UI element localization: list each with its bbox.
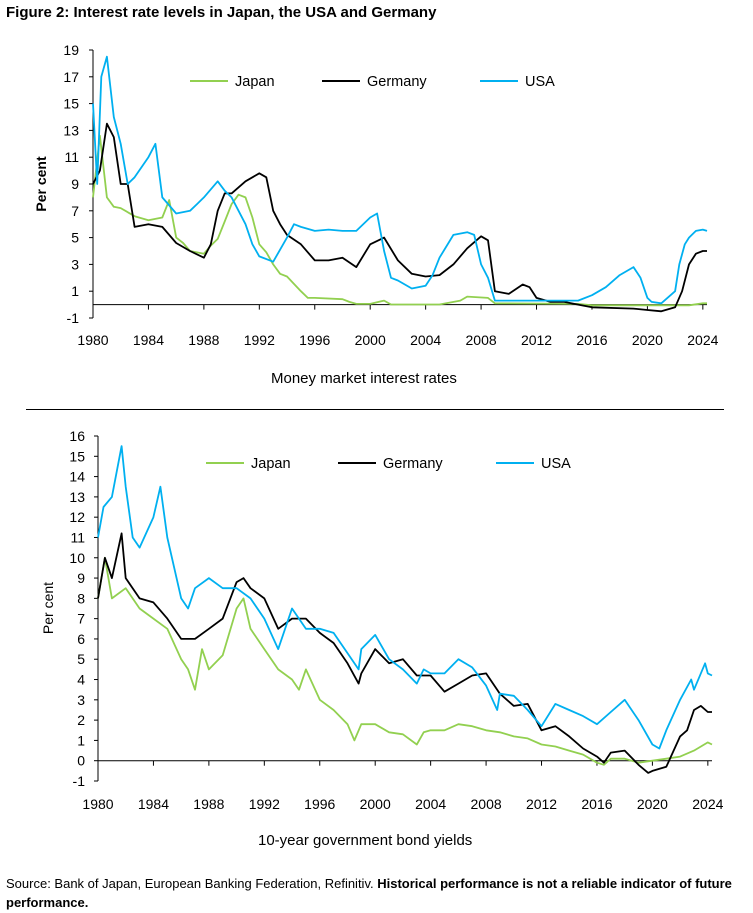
y-tick-label: 15 [69,448,85,464]
y-tick-label: 7 [77,611,85,627]
source-disclaimer: Historical performance is not a reliable… [6,876,732,910]
x-tick-label: 2016 [581,796,612,812]
y-tick-label: -1 [73,773,86,789]
y-tick-label: 14 [69,469,85,485]
y-tick-label: 8 [77,590,85,606]
y-tick-label: 12 [69,509,85,525]
series-line-germany [92,122,707,313]
x-tick-label: 2024 [692,796,723,812]
x-tick-label: 2016 [576,332,607,348]
y-axis-label: Per cent [33,156,49,212]
y-tick-label: 16 [69,428,85,444]
chart-2-subtitle: 10-year government bond yields [258,832,473,849]
series-line-germany [97,532,712,774]
y-tick-label: 11 [64,149,79,165]
y-tick-label: 11 [70,529,85,545]
y-tick-label: 15 [63,96,79,112]
series-line-japan [97,556,713,766]
x-tick-label: 1984 [138,796,169,812]
x-tick-label: 2012 [521,332,552,348]
x-tick-label: 1996 [299,332,330,348]
x-tick-label: 2008 [471,796,502,812]
x-tick-label: 2000 [355,332,386,348]
x-tick-label: 1992 [249,796,280,812]
legend-label-germany: Germany [367,74,427,90]
x-tick-label: 2008 [466,332,497,348]
y-tick-label: 1 [71,283,79,299]
series-line-japan [92,134,707,307]
x-tick-label: 2000 [360,796,391,812]
y-tick-label: 6 [77,631,85,647]
y-tick-label: 19 [63,42,79,58]
x-tick-label: 1988 [193,796,224,812]
series-line-usa [97,445,713,750]
x-tick-label: 1984 [133,332,164,348]
y-tick-label: 1 [77,732,85,748]
figure-title: Figure 2: Interest rate levels in Japan,… [6,4,437,21]
x-tick-label: 2024 [687,332,718,348]
y-tick-label: 3 [71,256,79,272]
y-tick-label: 5 [77,651,85,667]
x-tick-label: 2012 [526,796,557,812]
chart-divider [26,409,724,410]
y-tick-label: 5 [71,230,79,246]
y-tick-label: 13 [63,122,79,138]
y-tick-label: -1 [67,310,80,326]
y-tick-label: 17 [63,69,79,85]
x-tick-label: 1992 [244,332,275,348]
legend-label-usa: USA [541,456,571,472]
y-tick-label: 0 [77,753,85,769]
x-tick-label: 1980 [77,332,108,348]
legend-label-usa: USA [525,74,555,90]
y-tick-label: 2 [77,712,85,728]
y-tick-label: 13 [69,489,85,505]
source-note: Source: Bank of Japan, European Banking … [6,874,746,912]
x-tick-label: 2004 [415,796,446,812]
series-line-usa [92,55,708,305]
x-tick-label: 1980 [82,796,113,812]
y-tick-label: 3 [77,692,85,708]
x-tick-label: 2004 [410,332,441,348]
y-axis-label: Per cent [40,582,56,634]
y-tick-label: 10 [69,550,85,566]
x-tick-label: 2020 [637,796,668,812]
y-tick-label: 9 [71,176,79,192]
chart-1-subtitle: Money market interest rates [271,370,457,387]
x-tick-label: 2020 [632,332,663,348]
y-tick-label: 9 [77,570,85,586]
legend-label-germany: Germany [383,456,443,472]
y-tick-label: 4 [77,672,85,688]
legend-label-japan: Japan [251,456,291,472]
x-tick-label: 1996 [304,796,335,812]
source-text: Source: Bank of Japan, European Banking … [6,876,374,891]
legend-label-japan: Japan [235,74,275,90]
x-tick-label: 1988 [188,332,219,348]
y-tick-label: 7 [71,203,79,219]
